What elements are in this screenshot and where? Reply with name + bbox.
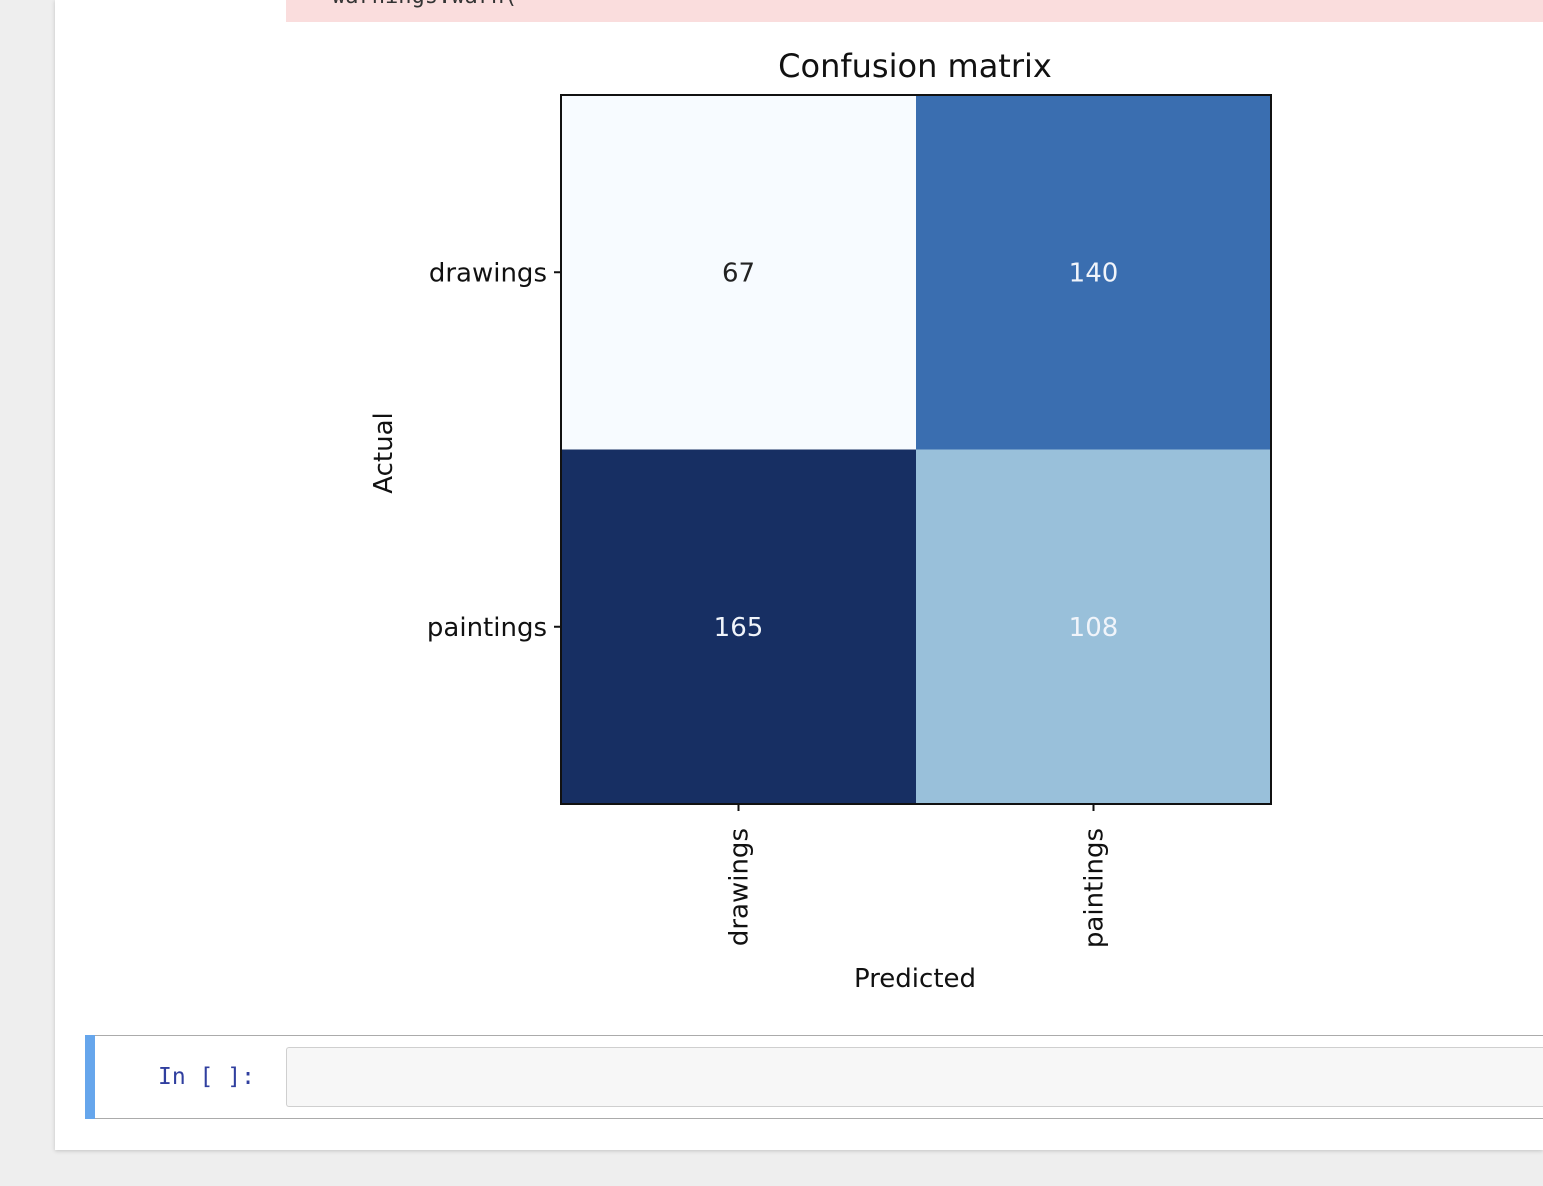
cell-value-labels: 67 140 165 108 <box>714 258 1119 643</box>
y-axis-label: Actual <box>369 412 399 493</box>
cell-selection-indicator <box>85 1035 95 1119</box>
cell-value-label: 108 <box>1069 613 1119 643</box>
x-tick-label: drawings <box>725 828 755 946</box>
x-tick-label: paintings <box>1080 828 1110 948</box>
heatmap-cell-drawings-drawings <box>561 95 917 450</box>
x-axis-label: Predicted <box>854 964 976 994</box>
input-prompt: In [ ]: <box>158 1064 255 1090</box>
heatmap-cells <box>561 95 1272 805</box>
plot-frame <box>560 94 1272 805</box>
cell-value-label: 67 <box>722 258 755 288</box>
code-input-area[interactable] <box>286 1047 1543 1107</box>
confusion-matrix-chart: 67 140 165 108 drawings paintings drawings pa… <box>369 47 1272 994</box>
heatmap-cell-paintings-paintings <box>916 449 1272 805</box>
y-tick-label: paintings <box>427 613 547 643</box>
chart-title: Confusion matrix <box>778 47 1052 85</box>
stderr-output: warnings.warn( <box>286 0 1543 22</box>
code-cell[interactable]: In [ ]: <box>85 1035 1543 1119</box>
cell-value-label: 165 <box>714 613 764 643</box>
heatmap-cell-drawings-paintings <box>916 95 1272 450</box>
stderr-text: warnings.warn( <box>332 0 517 9</box>
heatmap-cell-paintings-drawings <box>561 449 917 805</box>
x-tick-labels: drawings paintings <box>725 828 1110 948</box>
tick-marks <box>554 271 1095 811</box>
y-tick-labels: drawings paintings <box>427 258 547 643</box>
notebook-page: warnings.warn( 67 140 165 108 drawings paint… <box>55 0 1543 1150</box>
cell-value-label: 140 <box>1069 258 1119 288</box>
y-tick-label: drawings <box>429 258 547 288</box>
confusion-matrix-figure: 67 140 165 108 drawings paintings drawings pa… <box>305 30 1305 1020</box>
